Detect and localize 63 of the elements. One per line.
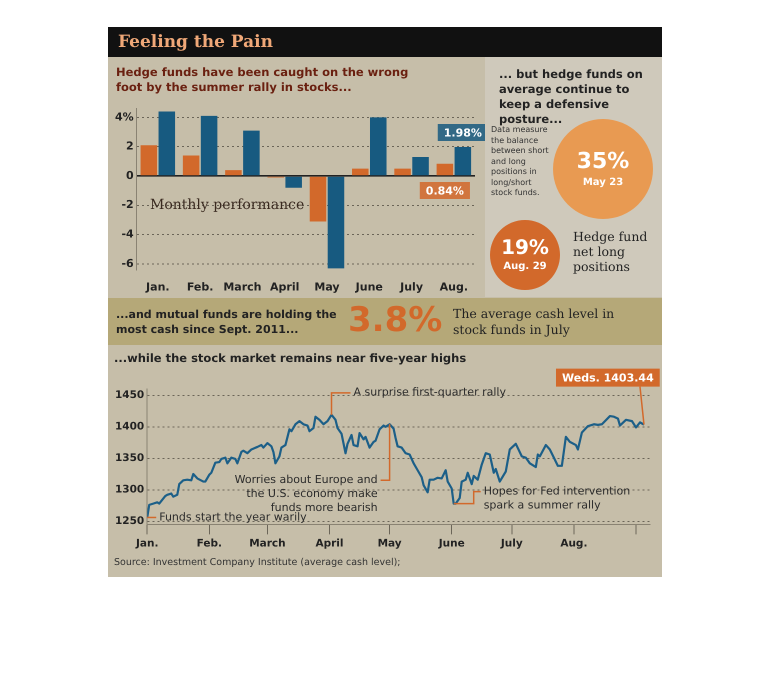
bar	[328, 176, 344, 268]
bar	[285, 176, 302, 188]
text: 3.8%	[348, 300, 442, 340]
annotation: A surprise first-quarter rally	[354, 386, 506, 399]
text: 19%	[500, 235, 550, 259]
bar	[310, 176, 326, 222]
x-tick-label: Feb.	[196, 537, 222, 550]
data-label: 1.98%	[444, 126, 482, 140]
text: ...and mutual funds are holding the most cash since Sept. 2011...	[116, 307, 338, 337]
x-tick-label: May	[314, 280, 340, 294]
bar	[200, 116, 218, 176]
y-tick-label: 1400	[114, 420, 144, 433]
y-tick-label: -2	[121, 198, 134, 212]
text: 35%	[576, 149, 630, 174]
x-tick-label: Aug.	[440, 280, 468, 294]
bar	[352, 168, 369, 176]
y-tick-label: 1350	[114, 452, 144, 464]
x-tick-label: March	[223, 280, 262, 294]
annotation: Hopes for Fed intervention spark a summer rally	[484, 484, 630, 512]
text: Hedge fund net long positions	[573, 229, 648, 274]
x-tick-label: April	[270, 280, 300, 294]
y-tick-label: -4	[121, 227, 134, 240]
text: Data measure the balance between short and long positions in long/short stock funds.	[491, 125, 549, 198]
bar	[140, 145, 158, 176]
text: Aug. 29	[502, 261, 548, 272]
bar	[394, 168, 411, 176]
bar	[436, 164, 454, 176]
bar	[182, 155, 200, 176]
x-tick-label: Jan.	[145, 280, 170, 294]
x-tick-label: July	[500, 537, 523, 550]
y-tick-label: 1450	[114, 389, 144, 402]
y-tick-label: 1300	[114, 483, 144, 496]
chart-title: Feeling the Pain	[108, 27, 662, 57]
x-tick-label: July	[399, 280, 423, 294]
x-tick-label: Feb.	[186, 280, 214, 294]
y-tick-label: 1250	[114, 514, 144, 527]
bar	[158, 112, 176, 176]
chart-title: ...while the stock market remains near five-year highs	[114, 351, 466, 365]
bar	[370, 117, 387, 176]
x-tick-label: March	[249, 537, 286, 550]
bar	[225, 170, 242, 176]
y-tick-label: 2	[126, 140, 134, 153]
y-tick-label: 4%	[114, 110, 134, 124]
annotation: Monthly performance	[150, 197, 304, 213]
source-note: Source: Investment Company Institute (average cash level);	[114, 557, 401, 568]
x-tick-label: April	[315, 537, 344, 550]
text: The average cash level in stock funds in July	[453, 306, 616, 338]
data-label: 0.84%	[426, 184, 464, 198]
x-tick-label: June	[354, 280, 383, 294]
text: May 23	[582, 177, 624, 188]
y-tick-label: 0	[126, 168, 134, 182]
x-tick-label: Jan.	[134, 537, 158, 550]
bar	[243, 130, 260, 176]
x-tick-label: June	[438, 537, 465, 550]
x-tick-label: Aug.	[560, 537, 588, 550]
chart-subtitle: Hedge funds have been caught on the wrong foot by the summer rally in stocks...	[116, 65, 410, 95]
annotation: Funds start the year warily	[159, 510, 308, 524]
y-tick-label: -6	[121, 256, 134, 270]
bar	[412, 156, 429, 176]
text: ... but hedge funds on average continue to keep a defensive posture...	[499, 67, 644, 126]
bar	[454, 146, 472, 176]
x-tick-label: May	[378, 537, 402, 550]
annotation: Weds. 1403.44	[562, 371, 654, 384]
